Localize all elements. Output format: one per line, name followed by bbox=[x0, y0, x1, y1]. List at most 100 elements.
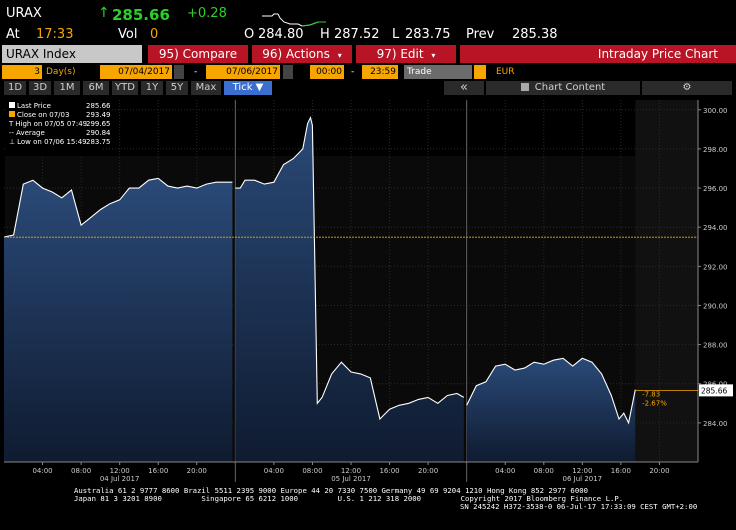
change-pct-label: -2.67% bbox=[642, 399, 667, 407]
last-price: 285.66 bbox=[112, 6, 170, 24]
legend-low: ⊥ Low on 07/06 15:49 bbox=[9, 138, 87, 146]
period-unit[interactable]: Day(s) bbox=[46, 67, 76, 77]
actions-menu[interactable]: 96) Actions ▾ bbox=[252, 45, 352, 63]
period-1d[interactable]: 1D bbox=[4, 81, 26, 95]
legend-close-value: 293.49 bbox=[86, 111, 111, 119]
footer-session: SN 245242 H372-3538-0 06-Jul-17 17:33:09… bbox=[460, 502, 698, 511]
date-dash: - bbox=[194, 67, 198, 77]
security-label: URAX Index bbox=[6, 47, 76, 61]
x-tick-label: 08:00 bbox=[71, 467, 91, 475]
legend-last-value: 285.66 bbox=[86, 102, 111, 110]
after-hours-panel bbox=[635, 100, 698, 462]
quote-stats: At 17:33 Vol 0 O 284.80 H 287.52 L 283.7… bbox=[0, 24, 736, 44]
x-tick-label: 16:00 bbox=[611, 467, 631, 475]
y-tick-label: 296.00 bbox=[703, 185, 728, 193]
period-count-input[interactable]: 3 bbox=[2, 65, 42, 79]
low-value: 283.75 bbox=[405, 27, 451, 42]
market-select[interactable]: Trade bbox=[404, 65, 472, 79]
price-change: +0.28 bbox=[187, 6, 227, 21]
low-label: L bbox=[392, 27, 400, 42]
chevron-down-icon: ▾ bbox=[337, 51, 342, 60]
high-value: 287.52 bbox=[334, 27, 380, 42]
low-marker-icon: ⊥ bbox=[9, 138, 16, 146]
collapse-icon: « bbox=[460, 80, 468, 95]
open-value: 284.80 bbox=[258, 27, 304, 42]
period-1m[interactable]: 1M bbox=[54, 81, 80, 95]
x-tick-label: 04:00 bbox=[32, 467, 52, 475]
y-tick-label: 284.00 bbox=[703, 420, 728, 428]
footer-contacts-1: Australia 61 2 9777 8600 Brazil 5511 239… bbox=[74, 486, 588, 495]
legend-last: Last Price bbox=[9, 102, 51, 111]
x-tick-label: 08:00 bbox=[534, 467, 554, 475]
legend-average: -- Average bbox=[9, 129, 45, 137]
footer-contacts-2: Japan 81 3 3201 8900 Singapore 65 6212 1… bbox=[74, 494, 624, 503]
security-field[interactable]: URAX Index bbox=[2, 45, 142, 63]
average-marker-icon: -- bbox=[9, 129, 15, 137]
y-tick-label: 300.00 bbox=[703, 107, 728, 115]
y-tick-label: 294.00 bbox=[703, 224, 728, 232]
x-tick-label: 12:00 bbox=[572, 467, 592, 475]
actions-label: 96) Actions bbox=[262, 47, 330, 61]
change-abs-label: -7.83 bbox=[642, 390, 660, 398]
period-5y[interactable]: 5Y bbox=[166, 81, 188, 95]
x-tick-label: 20:00 bbox=[187, 467, 207, 475]
prev-value: 285.38 bbox=[512, 27, 558, 42]
quote-time: 17:33 bbox=[36, 27, 74, 42]
edit-menu[interactable]: 97) Edit ▾ bbox=[356, 45, 456, 63]
date-controls: 3 Day(s) 07/04/2017 - 07/06/2017 00:00 -… bbox=[0, 65, 736, 79]
period-3d[interactable]: 3D bbox=[29, 81, 51, 95]
price-line bbox=[235, 115, 465, 421]
quote-header: URAX ↑ 285.66 +0.28 bbox=[0, 4, 736, 27]
period-6m[interactable]: 6M bbox=[83, 81, 109, 95]
calendar-icon[interactable] bbox=[174, 65, 184, 79]
y-tick-label: 290.00 bbox=[703, 302, 728, 310]
price-area bbox=[235, 117, 464, 462]
day-label: 06 Jul 2017 bbox=[563, 475, 603, 483]
start-date-input[interactable]: 07/04/2017 bbox=[100, 65, 172, 79]
vol-label: Vol bbox=[118, 27, 138, 42]
day-label: 05 Jul 2017 bbox=[331, 475, 371, 483]
legend-high: T High on 07/05 07:49 bbox=[9, 120, 88, 128]
price-area bbox=[466, 358, 636, 462]
last-price-tag bbox=[699, 384, 733, 397]
at-label: At bbox=[6, 27, 20, 42]
chevron-down-icon: ▾ bbox=[431, 51, 436, 60]
day-label: 04 Jul 2017 bbox=[100, 475, 140, 483]
legend-swatch bbox=[9, 111, 15, 117]
dropdown-icon[interactable] bbox=[474, 65, 486, 79]
compare-menu[interactable]: 95) Compare bbox=[148, 45, 248, 63]
legend-close: Close on 07/03 bbox=[9, 111, 69, 120]
settings-button[interactable]: ⚙ bbox=[642, 81, 732, 95]
period-max[interactable]: Max bbox=[191, 81, 221, 95]
gear-icon: ⚙ bbox=[682, 82, 692, 93]
legend-high-value: 299.65 bbox=[86, 120, 111, 128]
price-line bbox=[3, 177, 233, 238]
edit-label: 97) Edit bbox=[376, 47, 424, 61]
currency-select[interactable]: EUR bbox=[496, 67, 515, 77]
price-line bbox=[466, 357, 636, 425]
y-tick-label: 298.00 bbox=[703, 146, 728, 154]
start-time-input[interactable]: 00:00 bbox=[310, 65, 344, 79]
sparkline-icon bbox=[262, 13, 326, 27]
end-date-input[interactable]: 07/06/2017 bbox=[206, 65, 280, 79]
end-time-input[interactable]: 23:59 bbox=[362, 65, 398, 79]
y-tick-label: 288.00 bbox=[703, 342, 728, 350]
legend-average-value: 290.84 bbox=[86, 129, 111, 137]
footer: Australia 61 2 9777 8600 Brazil 5511 239… bbox=[0, 486, 736, 530]
tick-select[interactable]: Tick ▼ bbox=[224, 81, 272, 95]
high-label: H bbox=[320, 27, 330, 42]
calendar-icon[interactable] bbox=[283, 65, 293, 79]
chart-content-button[interactable]: Chart Content bbox=[486, 81, 640, 95]
period-1y[interactable]: 1Y bbox=[141, 81, 163, 95]
chart-legend: Last Price 285.66 Close on 07/03 293.49 … bbox=[6, 100, 111, 156]
period-buttons: 1D 3D 1M 6M YTD 1Y 5Y Max Tick ▼ « Chart… bbox=[0, 81, 736, 95]
collapse-button[interactable]: « bbox=[444, 81, 484, 95]
period-ytd[interactable]: YTD bbox=[112, 81, 138, 95]
prev-label: Prev bbox=[466, 27, 495, 42]
page-title-text: Intraday Price Chart bbox=[597, 47, 718, 61]
open-label: O bbox=[244, 27, 255, 42]
volume: 0 bbox=[150, 27, 159, 42]
price-chart[interactable]: 300.00 298.00 296.00 294.00 292.00 290.00 288.… bbox=[0, 96, 736, 486]
page-title: Intraday Price Chart bbox=[460, 45, 736, 63]
x-tick-label: 12:00 bbox=[341, 467, 361, 475]
